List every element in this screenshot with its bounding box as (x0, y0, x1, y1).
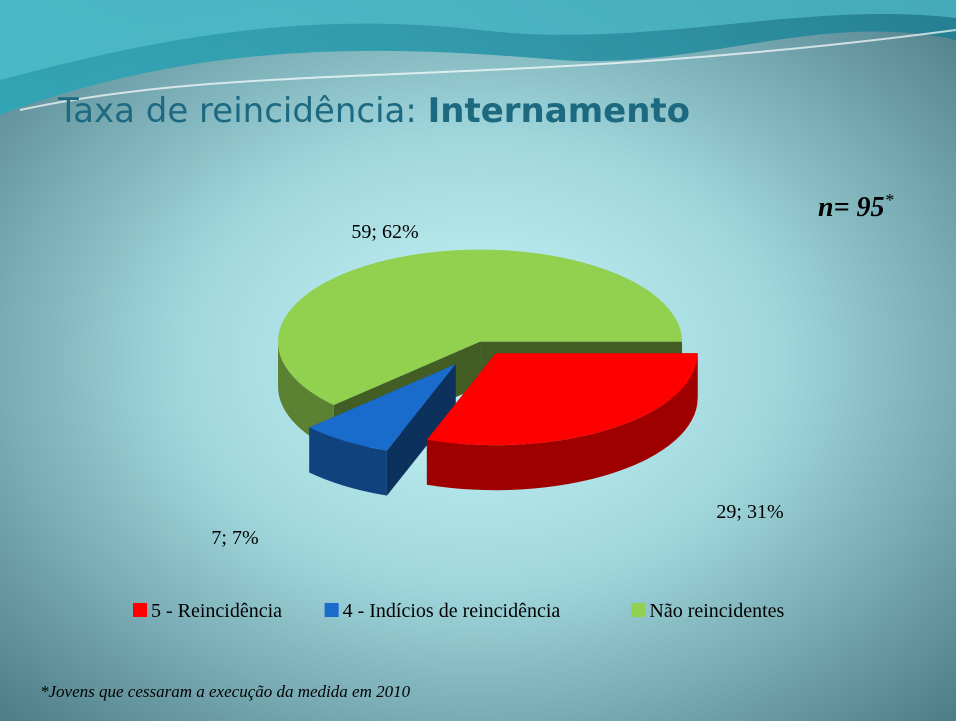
data-label: 7; 7% (211, 527, 258, 549)
data-label: 59; 62% (351, 221, 418, 243)
header-wave-light (0, 0, 956, 80)
pie: 59; 62% 7; 7% 29; 31% (211, 221, 783, 549)
legend-swatch (324, 603, 339, 617)
slice-side (278, 341, 334, 451)
footnote: *Jovens que cessaram a execução da medid… (40, 682, 411, 701)
slice-side (426, 353, 698, 491)
annotation-mark: * (885, 190, 894, 210)
title-text: Taxa de reincidência: (57, 91, 428, 131)
legend-label: 5 - Reincidência (151, 600, 282, 622)
pie-slice (426, 353, 698, 491)
slice-top (278, 249, 683, 406)
pie-slice (309, 364, 456, 496)
data-label: 29; 31% (716, 501, 783, 523)
title-bold: Internamento (428, 91, 690, 131)
legend-label: 4 - Indícios de reincidência (343, 600, 561, 622)
legend-swatch (631, 603, 646, 617)
legend-label: Não reincidentes (649, 600, 784, 622)
slide-title: Taxa de reincidência: Internamento (57, 91, 690, 131)
slice-side (309, 427, 387, 496)
header-line (19, 29, 956, 111)
annotation-text: n= 95 (818, 192, 885, 223)
slice-top (426, 353, 698, 446)
legend: 5 - Reincidência 4 - Indícios de reincidê… (133, 600, 785, 622)
slice-top (309, 364, 456, 451)
legend-swatch (133, 603, 147, 617)
annotation: n= 95* (818, 190, 894, 223)
